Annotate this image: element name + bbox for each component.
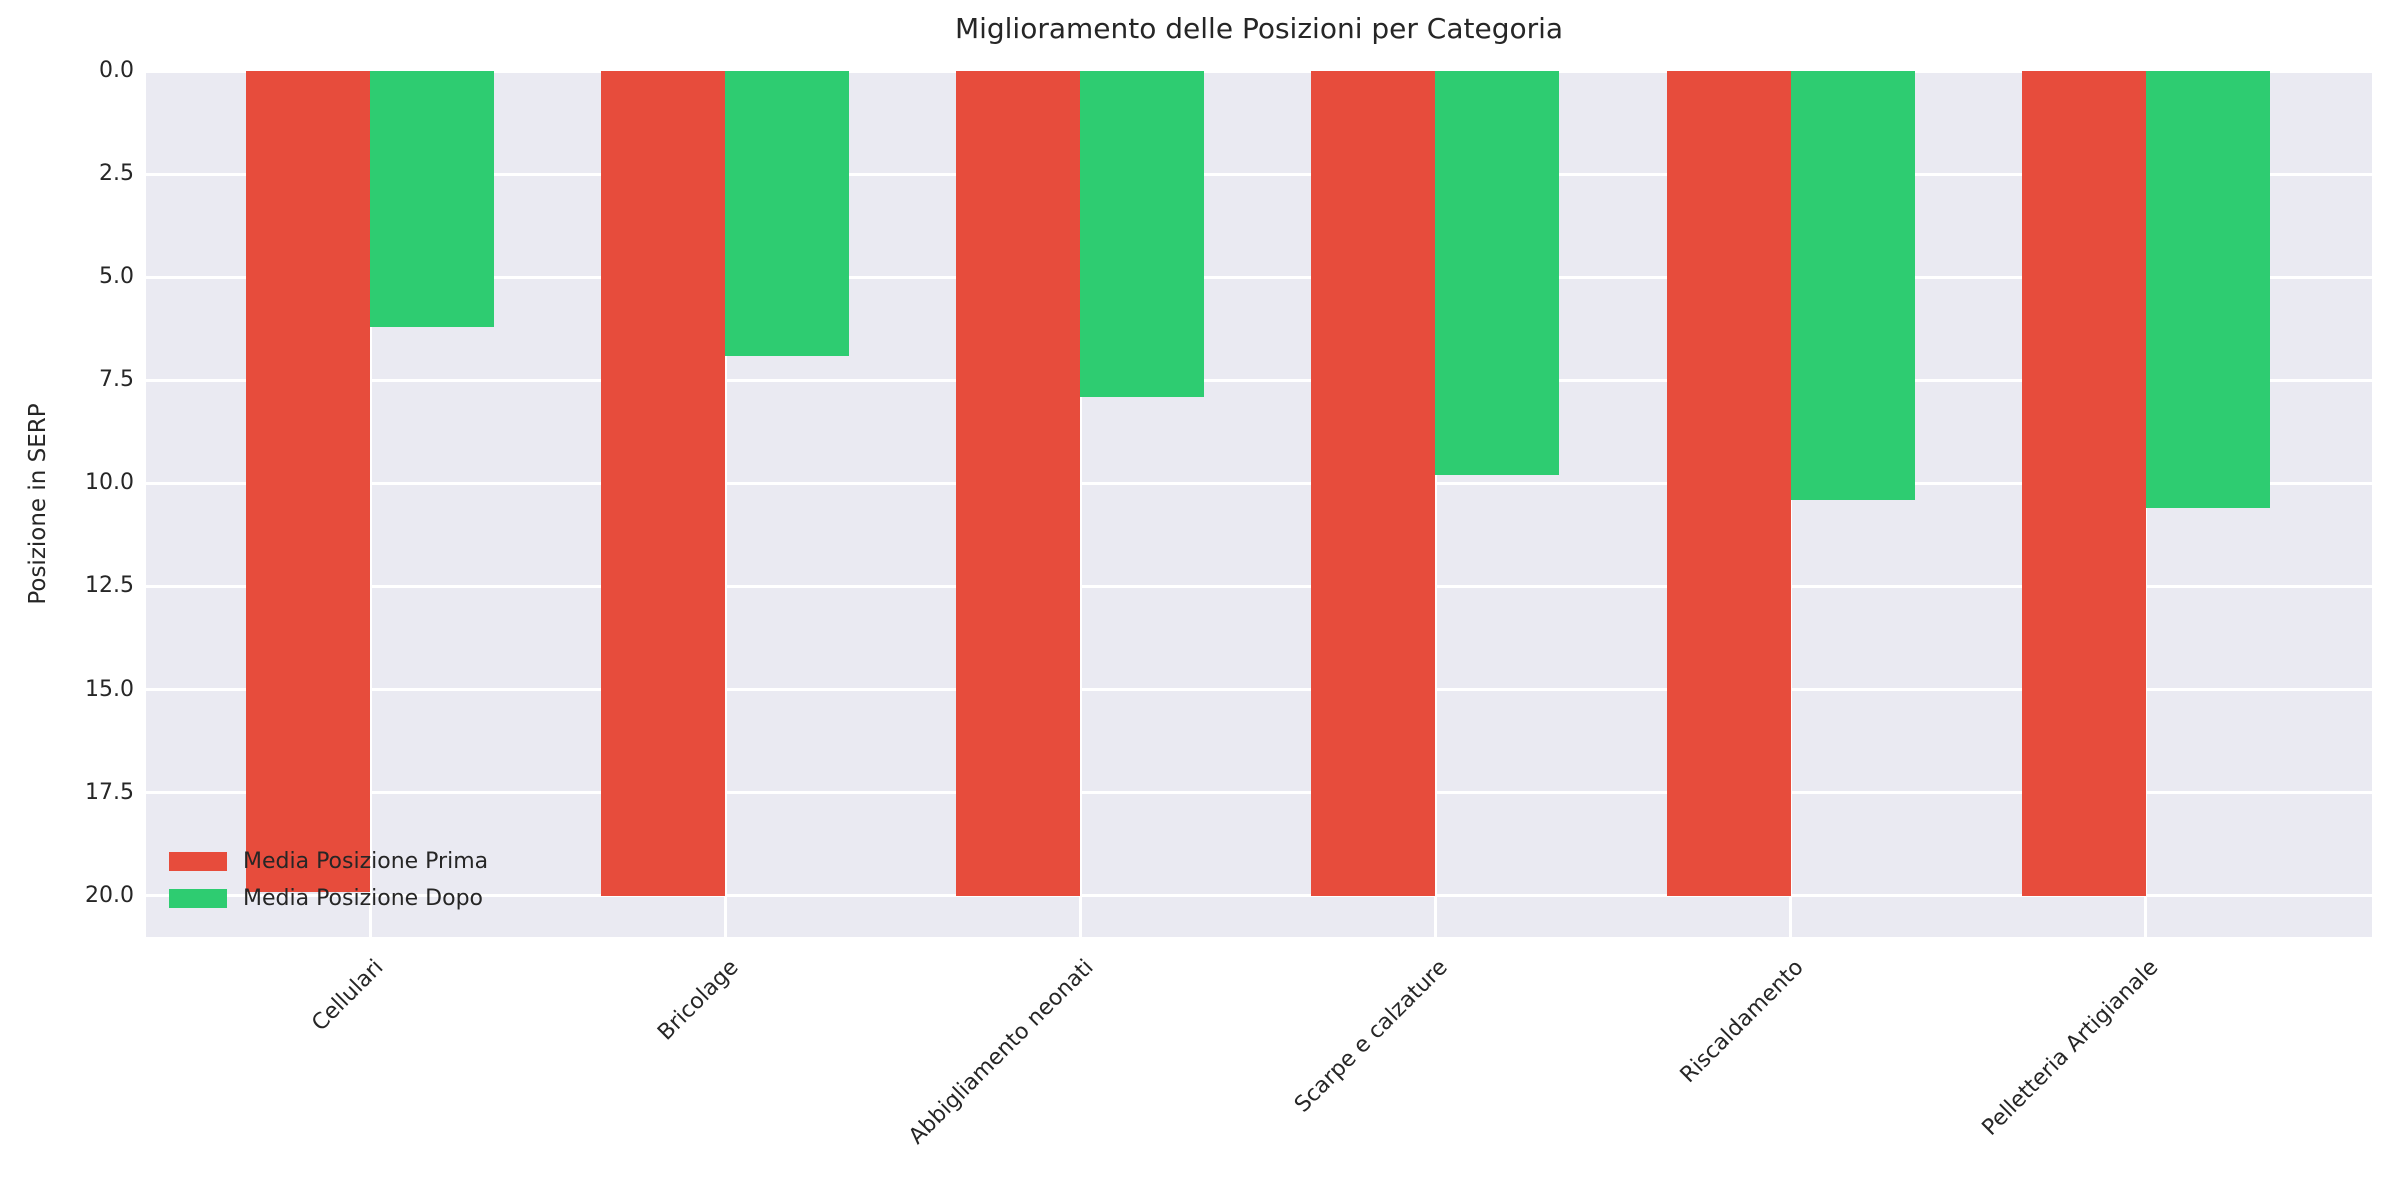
gridline-y-0.0 — [146, 69, 2372, 73]
gridline-x-1 — [723, 71, 727, 937]
y-tick-label-12.5: 12.5 — [85, 573, 134, 599]
bar-prima-5 — [2021, 71, 2146, 896]
y-tick-label-20.0: 20.0 — [85, 882, 134, 908]
x-tick-label-0: Cellulari — [306, 955, 389, 1037]
y-tick-label-17.5: 17.5 — [85, 779, 134, 805]
x-tick-label-3: Scarpe e calzature — [1290, 955, 1454, 1118]
bar-dopo-0 — [370, 71, 495, 327]
legend-swatch-prima — [169, 852, 227, 871]
bar-prima-3 — [1311, 71, 1436, 896]
gridline-y-7.5 — [146, 378, 2372, 382]
legend-label-prima: Media Posizione Prima — [243, 849, 489, 874]
y-tick-label-2.5: 2.5 — [99, 161, 134, 187]
legend-item-prima: Media Posizione Prima — [169, 849, 488, 874]
x-tick-label-2: Abbigliamento neonati — [903, 955, 1099, 1150]
plot-area: Media Posizione Prima Media Posizione Do… — [146, 69, 2372, 937]
bar-prima-4 — [1666, 71, 1791, 896]
legend-swatch-dopo — [169, 889, 227, 908]
gridline-y-15.0 — [146, 688, 2372, 692]
gridline-y-20.0 — [146, 894, 2372, 898]
gridline-x-4 — [1789, 71, 1792, 937]
legend-item-dopo: Media Posizione Dopo — [169, 886, 488, 911]
x-tick-label-5: Pelletteria Artigianale — [1977, 955, 2164, 1141]
gridline-y-10.0 — [146, 481, 2372, 485]
gridline-y-5.0 — [146, 275, 2372, 279]
y-tick-label-0.0: 0.0 — [99, 58, 134, 83]
legend: Media Posizione Prima Media Posizione Do… — [169, 849, 488, 911]
bar-dopo-3 — [1435, 71, 1560, 476]
gridline-x-2 — [1078, 71, 1082, 937]
bar-dopo-2 — [1080, 71, 1205, 397]
bar-dopo-1 — [725, 71, 850, 356]
y-tick-label-15.0: 15.0 — [85, 676, 134, 702]
bar-prima-0 — [246, 71, 371, 892]
y-tick-label-5.0: 5.0 — [99, 264, 134, 290]
gridline-y-17.5 — [146, 791, 2372, 795]
legend-label-dopo: Media Posizione Dopo — [243, 886, 484, 911]
bar-prima-2 — [956, 71, 1081, 896]
bar-dopo-5 — [2145, 71, 2270, 509]
x-tick-label-1: Bricolage — [652, 955, 744, 1046]
y-tick-label-7.5: 7.5 — [99, 367, 134, 393]
gridline-y-2.5 — [146, 172, 2372, 176]
y-tick-label-10.0: 10.0 — [85, 470, 134, 496]
bar-prima-1 — [601, 71, 726, 896]
bar-dopo-4 — [1790, 71, 1915, 500]
gridline-x-0 — [368, 71, 372, 937]
chart-title: Miglioramento delle Posizioni per Catego… — [954, 12, 1564, 45]
gridline-y-12.5 — [146, 584, 2372, 588]
x-tick-label-4: Riscaldamento — [1675, 955, 1809, 1088]
gridline-x-3 — [1433, 71, 1437, 937]
